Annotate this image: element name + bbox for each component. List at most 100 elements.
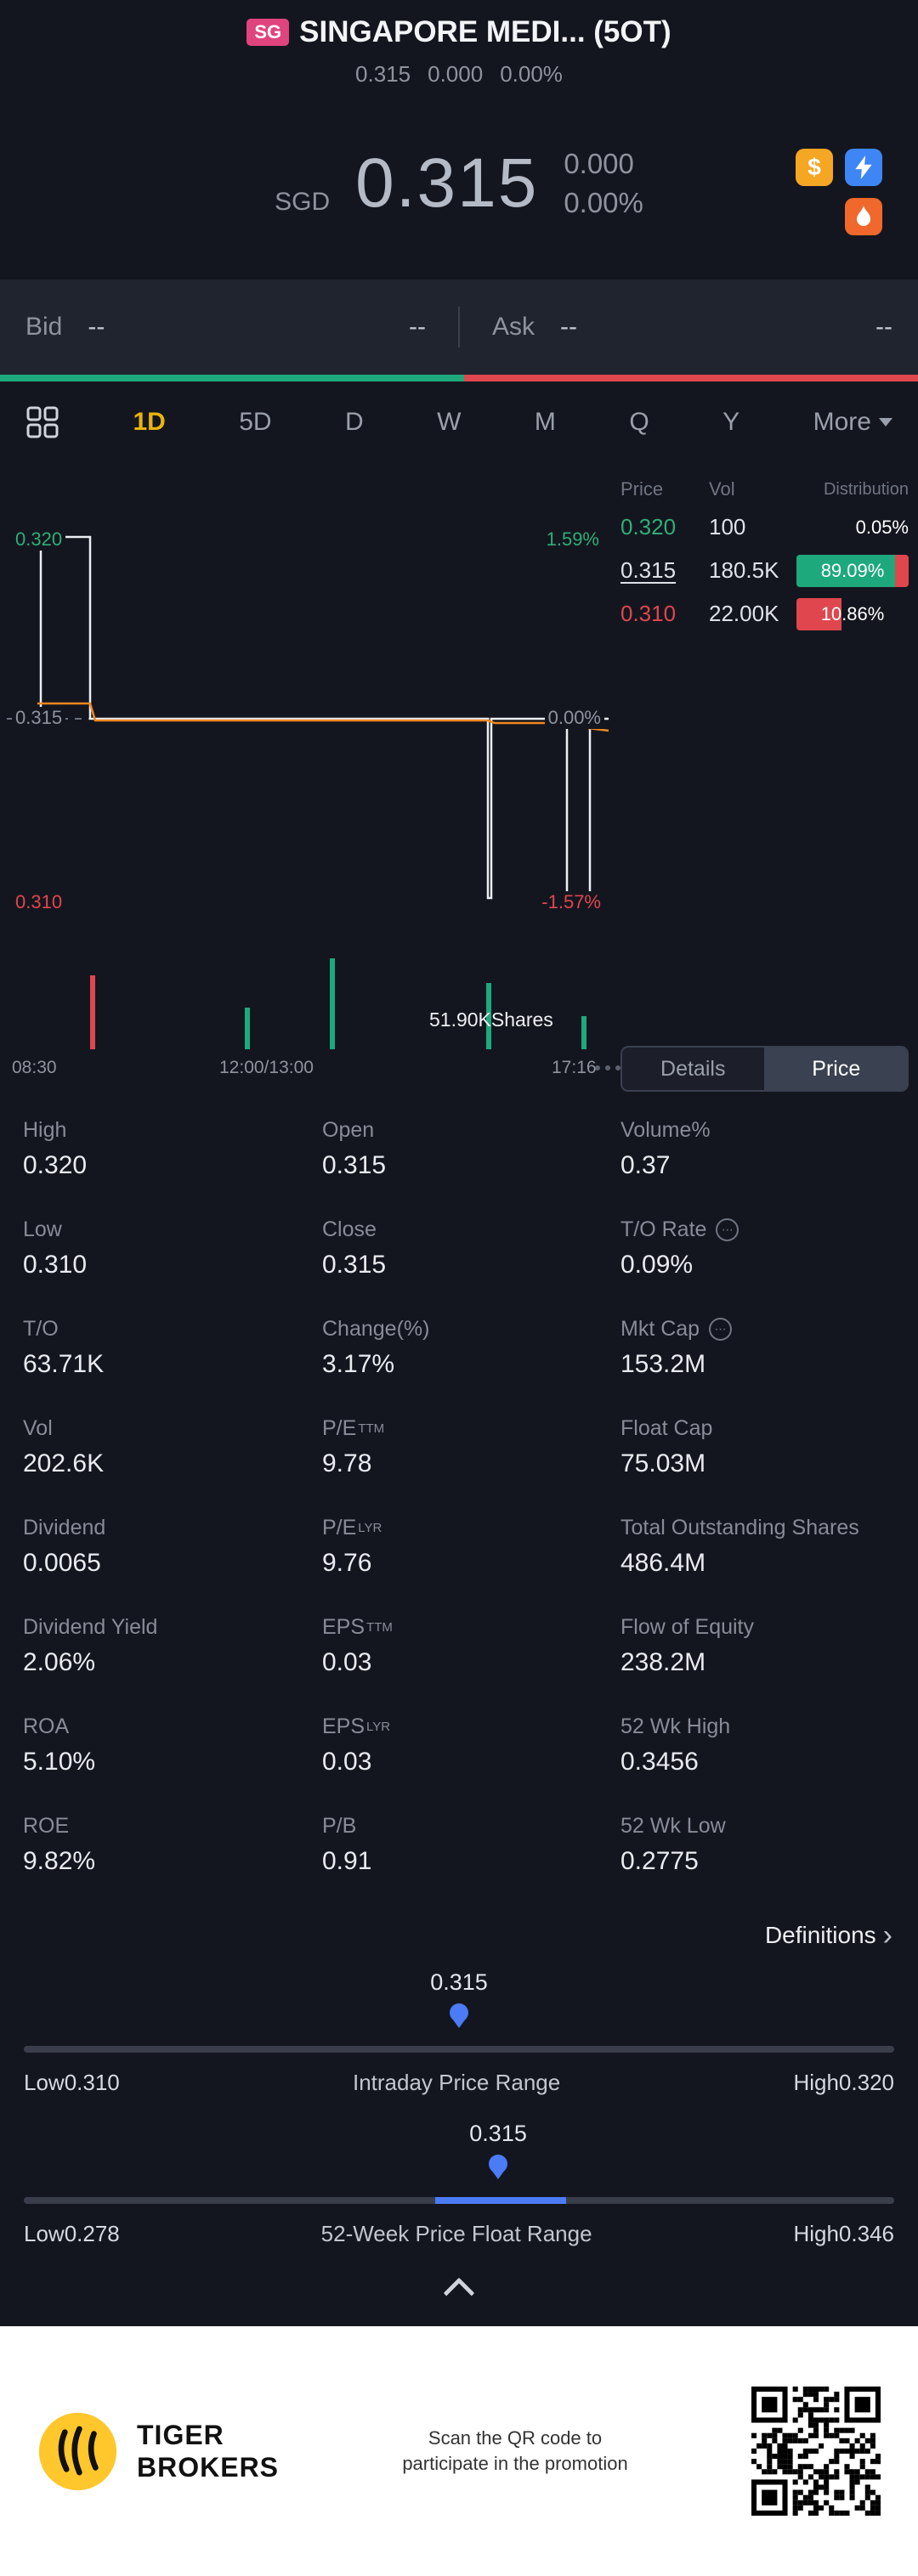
ladder-vol: 22.00K (709, 601, 779, 626)
stat-label: EPS (322, 1615, 366, 1639)
stat-cell: EPS TTM 0.03 (322, 1615, 620, 1677)
price-ladder-header: Price Vol Distribution (620, 473, 909, 506)
stat-cell: High 0.320 (23, 1118, 322, 1180)
chevron-down-icon (878, 418, 892, 427)
intraday-price-chart[interactable]: 0.320 0.315 0.310 1.59% 0.00% -1.57% 08:… (0, 463, 918, 1096)
stat-cell: Vol 202.6K (23, 1416, 322, 1478)
stat-label: Close (322, 1217, 377, 1241)
ask-side[interactable]: Ask -- -- (492, 313, 892, 342)
stats-section: High 0.320 Open 0.315 (0, 1096, 918, 1913)
week52-range-slider: 0.315 Low0.278 52-Week Price Float Range… (24, 2114, 894, 2265)
rewards-dollar-icon[interactable]: $ (796, 149, 833, 186)
bid-label: Bid (26, 313, 63, 341)
price-button[interactable]: Price (765, 1048, 907, 1090)
ladder-dist: 0.05% (855, 516, 909, 538)
price-change-block: 0.000 0.00% (564, 144, 643, 223)
bid-ask-panel[interactable]: Bid -- -- Ask -- -- (0, 280, 918, 375)
stat-cell: Mkt Cap ⋯ 153.2M (620, 1317, 918, 1379)
price-ladder-row[interactable]: 0.315 180.5K 89.09% (620, 549, 909, 592)
definitions-link[interactable]: Definitions › (0, 1913, 918, 1952)
info-icon[interactable]: ⋯ (709, 1318, 733, 1341)
stat-value: 3.17% (322, 1350, 395, 1378)
quote-shortcut-icons: $ (796, 149, 882, 235)
stat-cell: Total Outstanding Shares 486.4M (620, 1516, 918, 1578)
stat-label: Float Cap (620, 1416, 713, 1440)
y-label-high: 0.320 (12, 528, 66, 551)
stat-label: Open (322, 1118, 375, 1142)
stat-label: Dividend (23, 1516, 106, 1539)
tab-5d[interactable]: 5D (239, 408, 272, 436)
tab-1d[interactable]: 1D (133, 408, 166, 436)
ladder-price: 0.315 (620, 557, 677, 583)
stat-value: 0.2775 (620, 1847, 699, 1875)
stat-cell: P/B 0.91 (322, 1814, 620, 1876)
tab-more[interactable]: More (813, 408, 892, 437)
stat-cell: 52 Wk High 0.3456 (620, 1715, 918, 1777)
bid-size: -- (409, 313, 426, 341)
buy-sell-ratio-bar (0, 375, 918, 381)
sell-ratio (464, 375, 918, 381)
price-change: 0.000 (564, 148, 634, 179)
title-bar: SG SINGAPORE MEDI... (5OT) 0.315 0.000 0… (0, 0, 918, 88)
slider-pin (489, 2155, 508, 2186)
last-price: 0.315 (355, 144, 539, 222)
stat-cell: Low 0.310 (23, 1217, 322, 1280)
stat-cell: P/E TTM 9.78 (322, 1416, 620, 1478)
stat-label: Dividend Yield (23, 1615, 158, 1639)
tab-q[interactable]: Q (629, 408, 649, 436)
tab-y[interactable]: Y (722, 408, 740, 436)
stat-value: 9.82% (23, 1847, 96, 1875)
stat-cell: ROE 9.82% (23, 1814, 322, 1876)
definitions-label: Definitions (764, 1922, 876, 1948)
stats-row: Dividend Yield 2.06% EPS TTM 0.03 (23, 1615, 918, 1677)
y-label-mid: 0.315 (12, 707, 66, 729)
stat-cell: 52 Wk Low 0.2775 (620, 1814, 918, 1876)
header-price: 0.315 (355, 61, 411, 87)
price-ladder-row[interactable]: 0.320 100 0.05% (620, 506, 909, 549)
tab-m[interactable]: M (534, 408, 556, 436)
distribution-bar: 10.86% (796, 597, 909, 630)
slider-pin (450, 2003, 468, 2035)
stat-value: 0.91 (322, 1847, 372, 1875)
stat-label: Total Outstanding Shares (620, 1516, 859, 1539)
flash-order-icon[interactable] (845, 149, 882, 186)
stat-value: 5.10% (23, 1748, 96, 1776)
slider-value: 0.315 (430, 1969, 488, 1995)
collapse-section-button[interactable] (0, 2265, 918, 2326)
pct-label-high: 1.59% (542, 528, 603, 551)
stats-row: Low 0.310 Close 0.315 (23, 1217, 918, 1280)
flame-icon (857, 206, 870, 226)
stat-label: Mkt Cap (620, 1317, 700, 1341)
stat-value: 75.03M (620, 1449, 706, 1477)
ask-label: Ask (492, 313, 536, 341)
bid-ask-divider (458, 307, 460, 347)
stat-value: 202.6K (23, 1449, 105, 1477)
price-ladder-row[interactable]: 0.310 22.00K 10.86% (620, 592, 909, 636)
details-button[interactable]: Details (660, 1056, 726, 1081)
ladder-price: 0.320 (620, 514, 677, 539)
page-title: SINGAPORE MEDI... (5OT) (299, 15, 672, 48)
bid-price: -- (88, 313, 105, 341)
pct-label-mid: 0.00% (544, 707, 604, 729)
range-title: 52-Week Price Float Range (320, 2221, 592, 2246)
col-vol: Vol (709, 478, 735, 500)
stat-cell: Dividend Yield 2.06% (23, 1615, 322, 1677)
stat-cell: Volume% 0.37 (620, 1118, 918, 1180)
stat-value: 0.320 (23, 1151, 88, 1179)
chevron-right-icon: › (882, 1919, 892, 1952)
tab-d[interactable]: D (345, 408, 364, 436)
chart-layout-grid-icon[interactable] (26, 405, 60, 439)
header-quote-summary: 0.315 0.000 0.00% (0, 61, 918, 88)
info-icon[interactable]: ⋯ (716, 1218, 740, 1241)
ask-price: -- (560, 313, 577, 341)
stat-sup: TTM (358, 1421, 385, 1436)
range-high: High0.320 (793, 2070, 894, 2095)
stat-cell: Change(%) 3.17% (322, 1317, 620, 1379)
bid-side[interactable]: Bid -- -- (26, 313, 426, 342)
title-row: SG SINGAPORE MEDI... (5OT) (0, 12, 918, 53)
hot-promo-icon[interactable] (845, 198, 882, 235)
stat-cell: P/E LYR 9.76 (322, 1516, 620, 1578)
tab-w[interactable]: W (437, 408, 462, 436)
stat-cell: T/O Rate ⋯ 0.09% (620, 1217, 918, 1280)
stat-value: 0.37 (620, 1151, 671, 1179)
